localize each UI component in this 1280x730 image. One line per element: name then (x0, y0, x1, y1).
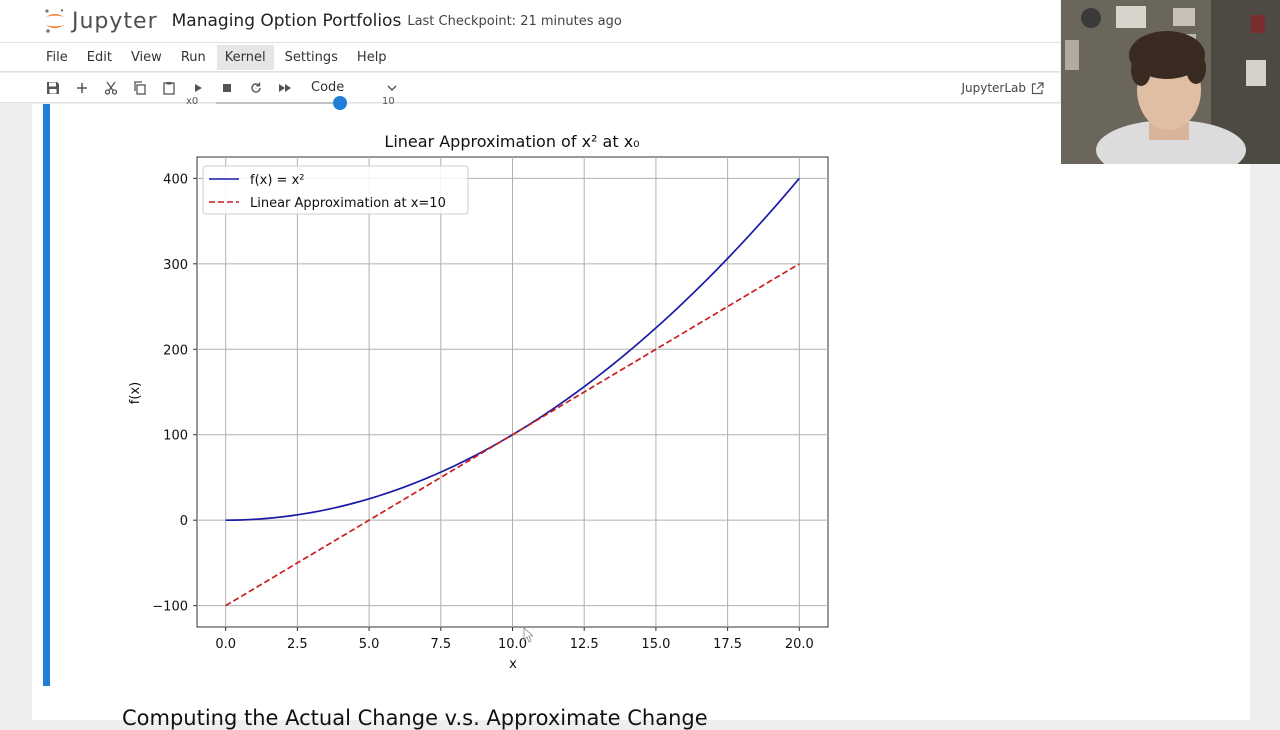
jupyterlab-link-label: JupyterLab (961, 81, 1026, 95)
notebook-toolbar: Code JupyterLab (0, 73, 1060, 103)
add-cell-icon (76, 82, 87, 93)
menu-bar: File Edit View Run Kernel Settings Help (0, 43, 1060, 72)
x-tick-label: 5.0 (359, 637, 380, 652)
jupyter-logo[interactable]: Jupyter (44, 8, 158, 34)
chevron-down-icon (387, 85, 397, 91)
x-axis-label: x (509, 657, 517, 672)
menu-help[interactable]: Help (356, 49, 387, 65)
stop-button[interactable] (212, 74, 241, 102)
menu-view[interactable]: View (130, 49, 162, 65)
run-all-button[interactable] (270, 74, 299, 102)
cell-type-select[interactable]: Code (311, 80, 397, 95)
x-tick-label: 20.0 (785, 637, 814, 652)
x-tick-label: 7.5 (430, 637, 451, 652)
x-tick-label: 17.5 (713, 637, 742, 652)
y-tick-label: 200 (163, 343, 188, 358)
x-tick-label: 2.5 (287, 637, 308, 652)
paste-button[interactable] (154, 74, 183, 102)
y-tick-label: 400 (163, 172, 188, 187)
copy-button[interactable] (125, 74, 154, 102)
x-tick-label: 12.5 (570, 637, 599, 652)
y-tick-label: −100 (152, 600, 188, 615)
add-cell-button[interactable] (67, 74, 96, 102)
menu-settings[interactable]: Settings (284, 49, 338, 65)
chart-title: Linear Approximation of x² at x₀ (384, 132, 639, 151)
chart-series (225, 177, 800, 607)
slider-label: x0 (186, 96, 199, 107)
menu-run[interactable]: Run (180, 49, 206, 65)
slider-track[interactable] (216, 102, 340, 104)
y-axis-ticks: −100 0 100 200 300 400 (152, 172, 197, 615)
copy-icon (133, 80, 146, 95)
x-tick-label: 10.0 (498, 637, 527, 652)
presenter-video (1061, 0, 1280, 164)
restart-button[interactable] (241, 74, 270, 102)
notebook-title[interactable]: Managing Option Portfolios (171, 11, 402, 31)
next-section-heading: Computing the Actual Change v.s. Approxi… (122, 706, 708, 730)
save-icon (46, 81, 59, 94)
menu-file[interactable]: File (46, 49, 68, 65)
restart-icon (250, 82, 261, 93)
x-axis-ticks: 0.0 2.5 5.0 7.5 10.0 12.5 15.0 17.5 20.0 (215, 627, 814, 652)
slider-handle[interactable] (333, 96, 347, 110)
paste-icon (162, 81, 175, 95)
chart-legend: f(x) = x² Linear Approximation at x=10 (202, 165, 469, 215)
cut-icon (104, 81, 117, 95)
slider-value: 10 (382, 96, 395, 107)
legend-label-series-1: f(x) = x² (250, 173, 304, 188)
series-line-2 (225, 263, 800, 607)
checkpoint-status: Last Checkpoint: 21 minutes ago (407, 13, 622, 29)
y-tick-label: 300 (163, 258, 188, 273)
run-icon (194, 83, 202, 92)
notebook-header: Jupyter Managing Option Portfolios Last … (0, 0, 1060, 43)
stop-icon (222, 83, 231, 92)
jupyterlab-link[interactable]: JupyterLab (961, 81, 1044, 95)
run-all-icon (278, 83, 291, 92)
x-tick-label: 0.0 (215, 637, 236, 652)
jupyter-logo-icon (44, 8, 66, 34)
legend-label-series-2: Linear Approximation at x=10 (250, 196, 446, 211)
menu-edit[interactable]: Edit (86, 49, 112, 65)
external-link-icon (1031, 81, 1044, 94)
x-tick-label: 15.0 (641, 637, 670, 652)
save-button[interactable] (38, 74, 67, 102)
webcam-overlay (1061, 0, 1280, 164)
y-axis-label: f(x) (128, 382, 143, 404)
cut-button[interactable] (96, 74, 125, 102)
mouse-pointer-icon (523, 627, 533, 643)
y-tick-label: 0 (180, 514, 188, 529)
jupyter-wordmark: Jupyter (72, 8, 158, 34)
cell-type-value: Code (311, 80, 345, 95)
linear-approximation-chart: Linear Approximation of x² at x₀ 0.0 2.5 5… (128, 132, 829, 672)
menu-kernel[interactable]: Kernel (216, 44, 274, 70)
active-cell-indicator[interactable] (43, 104, 50, 686)
y-tick-label: 100 (163, 429, 188, 444)
run-button[interactable] (183, 74, 212, 102)
